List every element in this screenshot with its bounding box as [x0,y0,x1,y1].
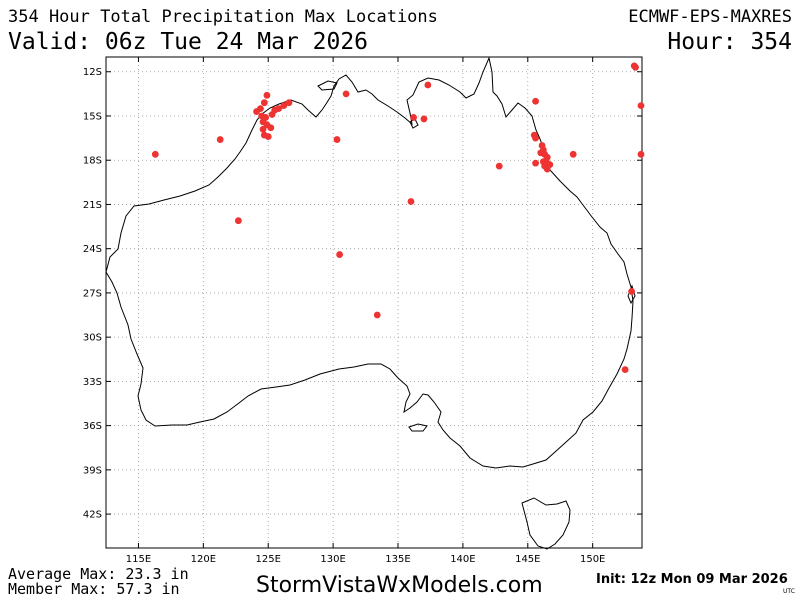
max-location-marker [637,102,645,110]
lat-tick-label: 39S [83,465,102,476]
max-location-marker [424,81,432,89]
max-location-marker [216,136,224,143]
max-location-marker [259,125,267,133]
max-location-markers [151,62,645,373]
map-title: 354 Hour Total Precipitation Max Locatio… [8,7,438,27]
max-location-marker [543,153,551,161]
max-location-marker [637,150,645,158]
max-location-marker [234,217,242,225]
lat-tick-label: 24S [83,244,102,255]
lat-tick-label: 18S [83,156,102,167]
max-location-marker [543,165,551,173]
utc-label: UTC [783,588,795,595]
lat-tick-label: 12S [83,67,102,78]
max-location-marker [495,162,503,170]
lon-tick-label: 125E [256,554,281,565]
lat-tick-label: 27S [83,288,102,299]
map-frame [105,56,643,549]
lon-tick-label: 115E [126,554,151,565]
max-location-marker [569,150,577,158]
max-location-marker [263,91,271,99]
max-location-marker [336,251,344,258]
lat-tick-label: 42S [83,510,102,521]
tasmania [521,497,571,550]
max-location-marker [275,105,283,113]
max-location-marker [373,311,381,319]
lon-tick-label: 140E [450,554,475,565]
max-location-marker [532,97,539,105]
average-max: Average Max: 23.3 in [8,565,189,583]
melville-island [317,80,338,91]
lon-tick-label: 150E [580,554,605,565]
lon-tick-label: 135E [385,554,410,565]
max-location-marker [532,159,539,167]
member-max: Member Max: 57.3 in [8,580,180,598]
init-time: Init: 12z Mon 09 Mar 2026 [596,572,788,587]
lat-tick-label: 33S [83,377,102,388]
max-location-marker [342,90,350,98]
lat-tick-label: 21S [83,200,102,211]
max-location-marker [632,63,639,71]
lon-tick-label: 120E [191,554,216,565]
model-name: ECMWF-EPS-MAXRES [628,7,792,27]
kangaroo-island [408,423,428,432]
lat-tick-label: 15S [83,111,102,122]
max-location-marker [420,115,428,123]
lat-lon-grid [106,57,642,548]
max-location-marker [280,102,288,110]
australia-mainland [105,56,634,469]
valid-time: Valid: 06z Tue 24 Mar 2026 [8,29,369,55]
site-watermark: StormVistaWxModels.com [256,573,543,598]
max-location-marker [621,366,629,373]
max-location-marker [628,288,636,295]
lat-tick-label: 36S [83,421,102,432]
max-location-marker [253,108,260,115]
max-location-marker [410,114,417,121]
max-location-marker [532,134,539,142]
lon-tick-label: 145E [515,554,540,565]
coastline [105,56,636,550]
max-location-marker [285,99,293,107]
max-location-marker [333,136,341,143]
tick-labels: 12S 15S 18S 21S 24S 27S 30S 33S 36S 39S 42S 115E 120… [83,67,605,565]
lon-tick-label: 130E [320,554,345,565]
max-location-marker [151,150,159,158]
max-location-marker [260,99,268,107]
max-location-marker [268,111,276,118]
max-location-marker [407,198,415,205]
max-location-marker [267,124,275,132]
forecast-hour: Hour: 354 [667,29,792,55]
max-location-marker [260,131,268,139]
lat-tick-label: 30S [83,333,102,344]
